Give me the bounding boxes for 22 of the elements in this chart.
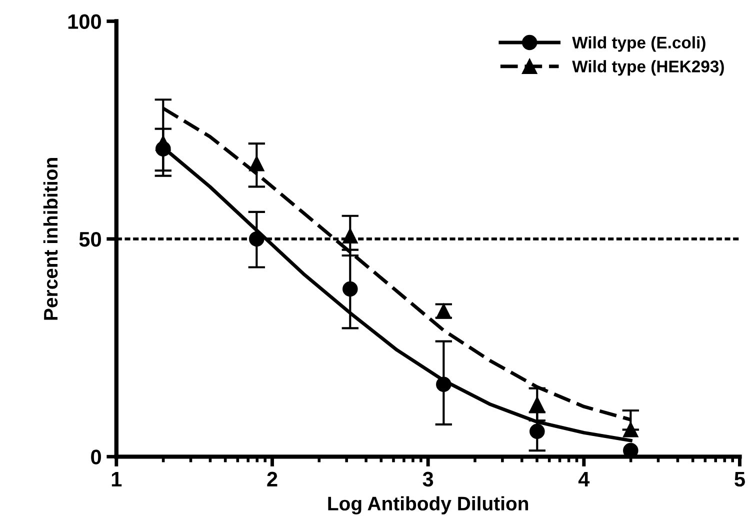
- y-tick-label: 0: [91, 450, 101, 464]
- point: [342, 281, 358, 297]
- point: [156, 136, 171, 151]
- point: [249, 231, 264, 247]
- x-tick-label: 3: [422, 472, 434, 487]
- y-axis-title: Percent inhibition: [43, 158, 58, 320]
- point: [623, 442, 638, 457]
- x-axis-title: Log Antibody Dilution: [328, 496, 528, 514]
- legend-label: Wild type (HEK293): [572, 60, 724, 76]
- point: [530, 396, 545, 412]
- legend-label: Wild type (E.coli): [572, 36, 706, 52]
- point: [342, 228, 358, 244]
- x-tick-label: 4: [578, 472, 590, 486]
- point: [623, 422, 638, 438]
- x-tick-label: 5: [734, 472, 745, 487]
- y-tick-label: 100: [68, 14, 101, 29]
- x-tick-label: 1: [112, 472, 122, 486]
- point: [436, 376, 452, 392]
- x-tick-label: 2: [267, 472, 278, 486]
- point: [530, 424, 545, 440]
- point: [249, 156, 264, 172]
- y-tick-label: 50: [79, 232, 101, 247]
